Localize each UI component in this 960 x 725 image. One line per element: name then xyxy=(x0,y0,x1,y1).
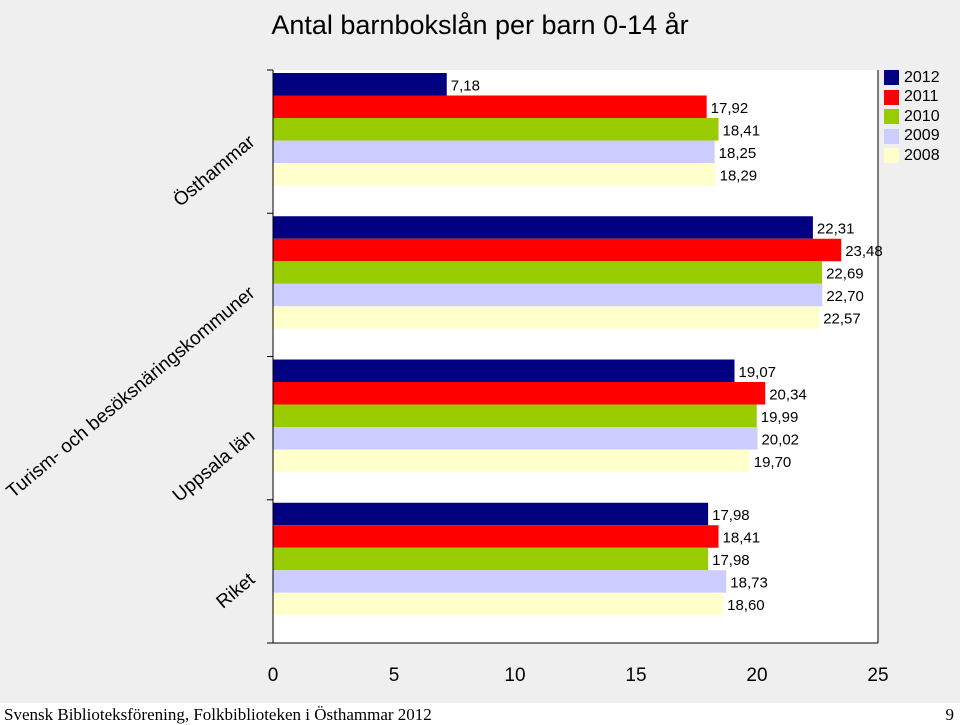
bar-2012-2 xyxy=(273,359,735,382)
x-tick-label: 20 xyxy=(746,665,767,686)
bar-2011-2 xyxy=(273,382,766,405)
legend-item-2008: 2008 xyxy=(884,146,940,166)
bar-2009-2 xyxy=(273,427,758,450)
data-label: 20,34 xyxy=(769,386,807,403)
data-label: 19,99 xyxy=(761,409,799,426)
data-label: 18,41 xyxy=(723,530,761,547)
data-label: 17,98 xyxy=(712,552,750,569)
x-tick-label: 0 xyxy=(268,665,279,686)
category-label: Riket xyxy=(213,569,260,613)
bar-2009-1 xyxy=(273,283,823,307)
legend-swatch xyxy=(884,89,899,105)
data-label: 19,07 xyxy=(738,364,776,381)
data-label: 18,73 xyxy=(730,575,768,592)
legend-item-2011: 2011 xyxy=(884,88,940,108)
chart-title: Antal barnbokslån per barn 0-14 år xyxy=(271,10,689,40)
bar-2011-1 xyxy=(273,238,842,262)
bar-2011-3 xyxy=(273,525,719,548)
bar-chart: 7,18 17,92 18,41 18,25 18,29 Östhammar 22,31 23… xyxy=(3,69,889,686)
legend-label: 2010 xyxy=(904,107,940,125)
legend-label: 2011 xyxy=(904,88,939,106)
footer-text: Svensk Biblioteksförening, Folkbibliotek… xyxy=(4,705,432,724)
bar-2009-0 xyxy=(273,140,715,163)
data-label: 18,29 xyxy=(720,167,758,184)
data-label: 18,60 xyxy=(727,597,765,614)
legend-swatch xyxy=(884,109,899,125)
data-label: 20,02 xyxy=(761,431,799,448)
legend-swatch xyxy=(884,70,899,86)
bar-2008-3 xyxy=(273,592,724,616)
category-label: Östhammar xyxy=(170,131,260,211)
chart-area: Antal barnbokslån per barn 0-14 år 7,18 1… xyxy=(0,0,960,703)
data-label: 22,70 xyxy=(826,288,864,305)
bar-2010-1 xyxy=(273,261,823,284)
bar-2010-3 xyxy=(273,547,709,571)
legend-label: 2009 xyxy=(904,127,940,145)
legend-item-2012: 2012 xyxy=(884,68,940,88)
page-footer: Svensk Biblioteksförening, Folkbibliotek… xyxy=(0,703,960,725)
x-tick-label: 5 xyxy=(389,665,400,686)
data-label: 23,48 xyxy=(845,243,883,260)
data-label: 18,41 xyxy=(723,122,761,139)
legend-swatch xyxy=(884,128,899,144)
x-tick-label: 25 xyxy=(867,665,888,686)
bar-2011-0 xyxy=(273,95,707,118)
legend-swatch xyxy=(884,148,899,164)
data-label: 17,98 xyxy=(712,507,750,524)
bar-2012-0 xyxy=(273,73,447,96)
bar-2009-3 xyxy=(273,570,727,593)
data-label: 22,69 xyxy=(826,266,864,283)
category-label: Uppsala län xyxy=(169,426,259,507)
data-label: 18,25 xyxy=(719,145,757,162)
data-label: 22,57 xyxy=(823,311,861,328)
legend-label: 2012 xyxy=(904,68,940,86)
bar-2008-0 xyxy=(273,163,716,186)
legend-label: 2008 xyxy=(904,146,940,164)
data-label: 19,70 xyxy=(754,454,792,471)
bar-2008-2 xyxy=(273,449,750,472)
legend-item-2009: 2009 xyxy=(884,127,940,147)
x-tick-label: 10 xyxy=(504,665,525,686)
x-tick-label: 15 xyxy=(625,665,646,686)
legend-item-2010: 2010 xyxy=(884,107,940,127)
data-label: 22,31 xyxy=(817,221,855,238)
data-label: 7,18 xyxy=(451,77,480,94)
bar-2012-1 xyxy=(273,216,813,239)
data-label: 17,92 xyxy=(711,100,749,117)
bar-2008-1 xyxy=(273,306,820,329)
page-number: 9 xyxy=(945,705,955,724)
chart-legend: 2012 2011 2010 2009 2008 xyxy=(884,68,940,166)
bar-2012-3 xyxy=(273,502,709,526)
bar-2010-0 xyxy=(273,118,719,141)
bar-2010-2 xyxy=(273,404,757,427)
